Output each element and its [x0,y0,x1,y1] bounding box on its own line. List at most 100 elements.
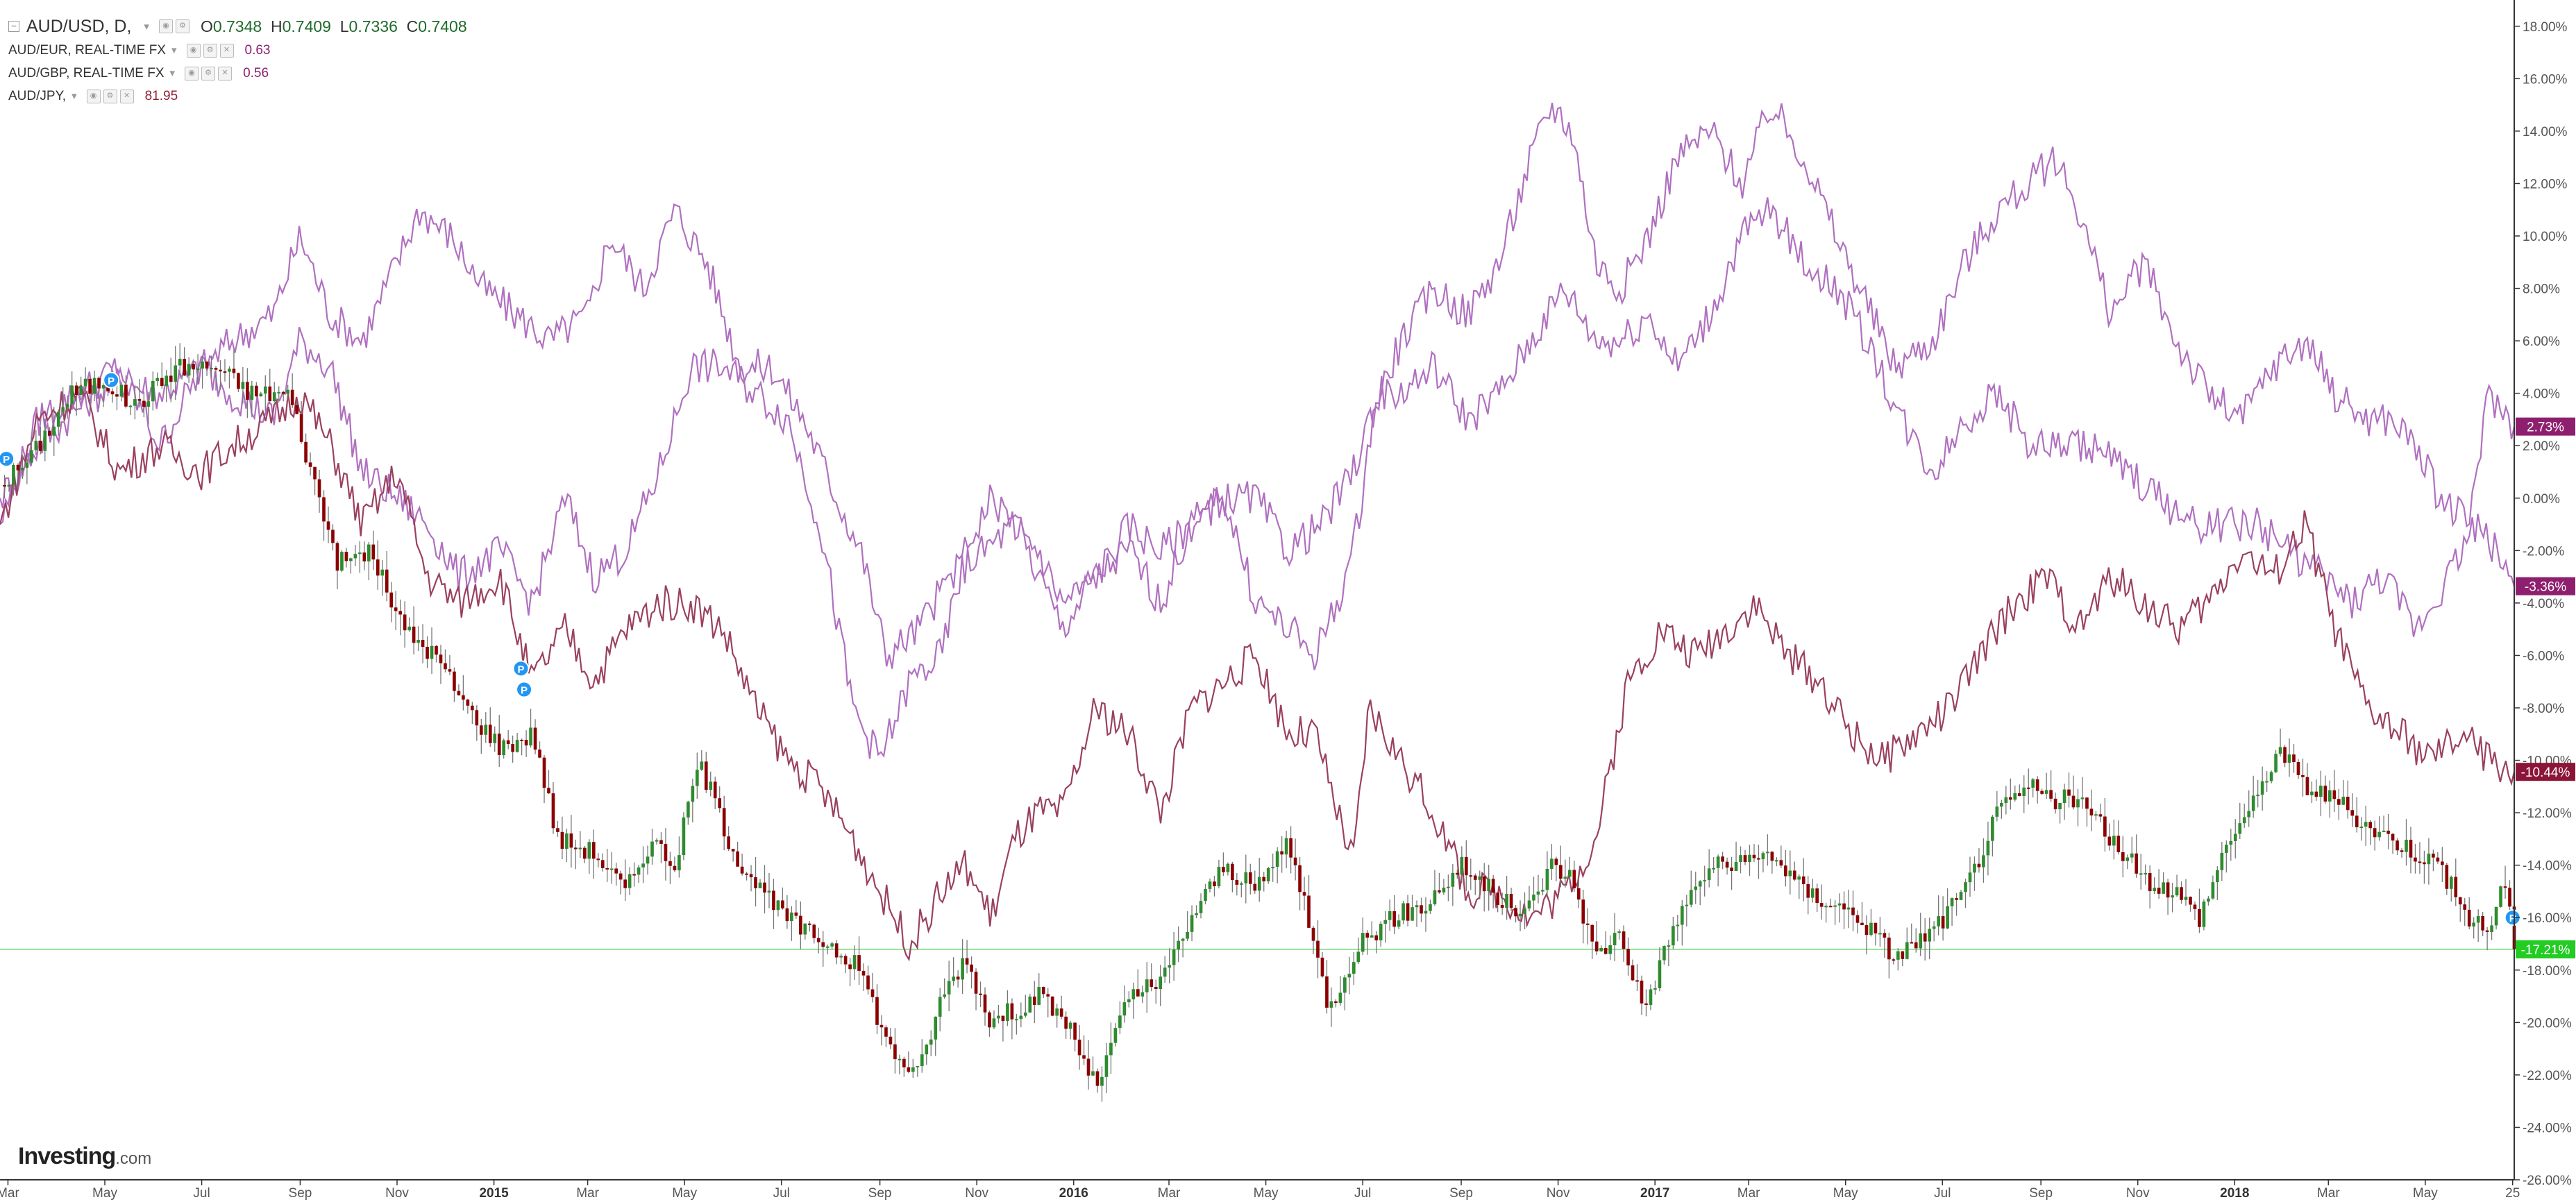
low-label: L [339,17,349,35]
candle-body [754,877,757,888]
y-tick-label: -6.00% [2523,649,2564,663]
candle-body [1163,967,1167,977]
open-value: 0.7348 [212,17,262,35]
candle-body [1995,806,1999,817]
candle-body [943,994,947,997]
candle-body [2067,789,2071,796]
chevron-down-icon[interactable]: ▾ [144,20,149,33]
candle-body [1788,870,1792,877]
candle-body [551,793,555,829]
eye-icon[interactable]: ◉ [158,19,173,33]
candle-body [560,831,564,849]
candle-body [1316,940,1320,958]
event-marker-dot[interactable] [2504,909,2521,926]
legend-compare-row: AUD/JPY, ▾ ◉ ⚙ ✕ 81.95 [8,85,475,108]
event-marker-dot[interactable] [516,681,533,698]
event-marker-dot[interactable] [512,660,530,677]
candle-body [2229,840,2233,845]
compare-symbol[interactable]: AUD/EUR, REAL-TIME FX [8,43,166,58]
candle-body [1118,1015,1122,1029]
candle-body [61,407,65,412]
collapse-icon[interactable]: − [8,21,19,32]
candle-body [1159,976,1163,990]
compare-symbol[interactable]: AUD/JPY, [8,89,67,103]
close-icon[interactable]: ✕ [218,66,233,81]
candle-body [1572,870,1576,888]
candle-body [1594,941,1599,951]
candle-body [2202,902,2206,927]
settings-icon[interactable]: ⚙ [203,43,217,58]
candle-body [2211,882,2215,899]
candle-body [430,645,434,659]
candle-body [1411,907,1414,921]
candle-body [448,669,452,672]
candle-body [1284,838,1288,855]
settings-icon[interactable]: ⚙ [201,66,216,81]
candle-body [2089,809,2094,815]
candle-body [1576,888,1581,900]
chevron-down-icon[interactable]: ▾ [169,67,176,79]
x-tick-label: 2016 [1059,1186,1088,1201]
candle-body [1338,992,1342,1004]
candle-body [79,386,83,396]
candle-body [1828,906,1833,908]
settings-icon[interactable]: ⚙ [103,89,117,103]
candle-body [2017,793,2021,797]
x-tick-label: Jul [1354,1186,1371,1201]
close-icon[interactable]: ✕ [219,43,234,58]
legend-main-row: − AUD/USD, D, ▾ ◉ ⚙ O0.7348 H0.7409 L0.7… [8,14,475,39]
settings-icon[interactable]: ⚙ [175,19,190,33]
x-tick-label: 2017 [1640,1186,1669,1201]
candle-body [2359,827,2364,829]
candle-body [462,695,465,700]
event-marker[interactable]: P [2504,909,2521,926]
candle-body [727,836,730,849]
candle-body [1006,1003,1009,1022]
candle-body [983,994,987,1013]
candle-body [1649,989,1653,1006]
candle-body [1091,1071,1095,1076]
y-tick-label: -4.00% [2523,597,2564,611]
event-marker[interactable]: P [103,371,120,389]
candle-body [1806,883,1810,898]
main-symbol[interactable]: AUD/USD, D, [26,16,132,36]
candle-body [178,359,182,366]
candle-body [1460,856,1464,875]
candle-body [1420,905,1423,914]
candle-body [1532,895,1535,901]
candle-body [1590,924,1594,942]
event-marker[interactable]: P [516,681,533,698]
candle-body [2085,797,2089,809]
candle-body [1370,935,1374,938]
event-marker[interactable]: P [0,450,15,468]
candle-body [1429,904,1432,911]
candle-body [1514,908,1517,917]
event-marker[interactable]: P [512,660,530,677]
candle-body [286,389,290,394]
chevron-down-icon[interactable]: ▾ [71,90,77,102]
candle-body [340,552,344,571]
close-icon[interactable]: ✕ [119,89,134,103]
candle-body [1010,1003,1014,1019]
candle-body [582,847,587,859]
candle-body [1626,949,1630,966]
eye-icon[interactable]: ◉ [186,43,201,58]
candle-body [1581,899,1585,924]
event-marker-dot[interactable] [103,371,120,389]
y-tick-label: -18.00% [2523,964,2572,979]
candle-body [56,412,60,427]
candle-body [1536,891,1540,895]
event-marker-dot[interactable] [0,450,15,468]
compare-symbol[interactable]: AUD/GBP, REAL-TIME FX [8,66,165,81]
candle-body [1469,875,1473,877]
chevron-down-icon[interactable]: ▾ [171,44,177,56]
eye-icon[interactable]: ◉ [185,66,199,81]
eye-icon[interactable]: ◉ [86,89,101,103]
candle-body [776,900,780,911]
candle-body [947,981,951,994]
candle-body [1505,894,1508,908]
candle-body [1401,903,1405,921]
candle-body [1293,857,1297,865]
